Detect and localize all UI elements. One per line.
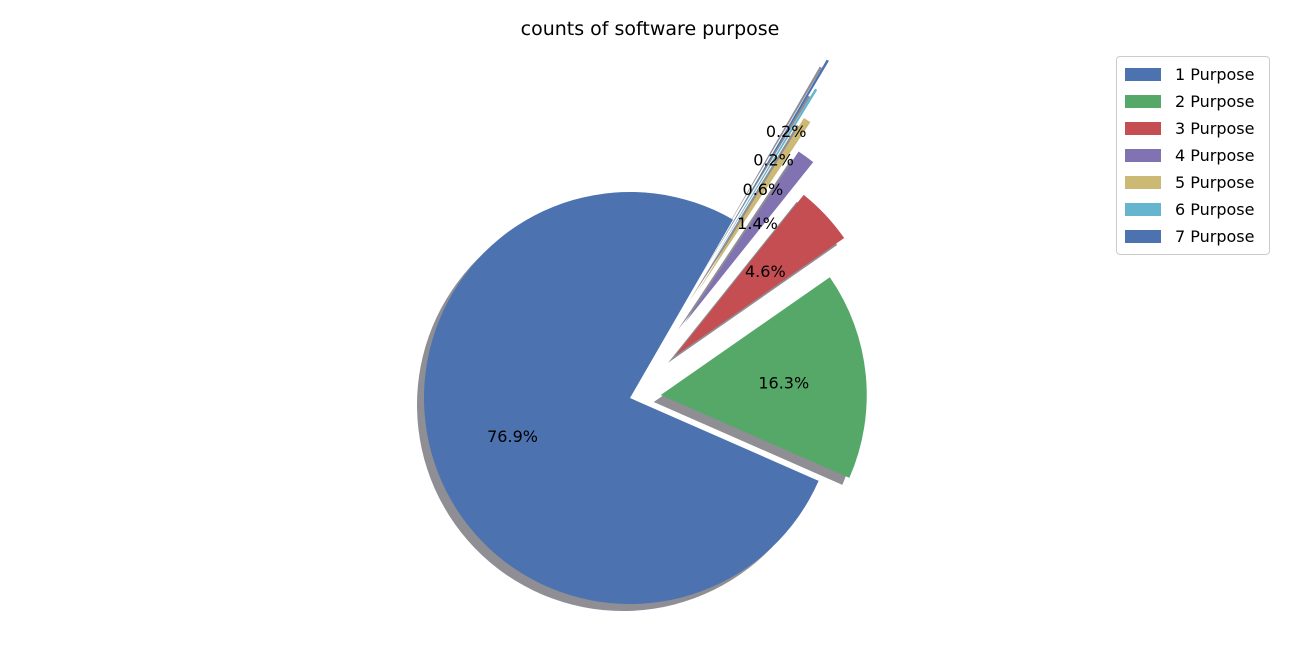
pie-label-layer: 76.9% 16.3% 4.6% 1.4% 0.6% 0.2% 0.2% bbox=[487, 122, 809, 446]
slice-shadow-6 bbox=[702, 95, 811, 273]
legend-label: 1 Purpose bbox=[1175, 65, 1255, 84]
legend-item-4: 4 Purpose bbox=[1117, 142, 1269, 169]
chart-title: counts of software purpose bbox=[520, 18, 780, 40]
legend-item-3: 3 Purpose bbox=[1117, 115, 1269, 142]
pie-slice-5 bbox=[696, 118, 811, 294]
legend: 1 Purpose 2 Purpose 3 Purpose 4 Purpose 5 Pu… bbox=[1116, 56, 1270, 255]
legend-swatch bbox=[1125, 176, 1161, 189]
legend-label: 5 Purpose bbox=[1175, 173, 1255, 192]
legend-swatch bbox=[1125, 230, 1161, 243]
pie-slice-1 bbox=[423, 192, 819, 605]
pie-slice-6 bbox=[709, 88, 818, 266]
legend-swatch bbox=[1125, 122, 1161, 135]
legend-label: 6 Purpose bbox=[1175, 200, 1255, 219]
pie-slice-7 bbox=[723, 59, 829, 239]
legend-item-2: 2 Purpose bbox=[1117, 88, 1269, 115]
legend-item-1: 1 Purpose bbox=[1117, 61, 1269, 88]
slice-label-2: 16.3% bbox=[758, 374, 809, 393]
slice-label-7: 0.2% bbox=[766, 122, 807, 141]
legend-item-5: 5 Purpose bbox=[1117, 169, 1269, 196]
slice-label-5: 0.6% bbox=[743, 180, 784, 199]
slice-shadow-7 bbox=[716, 66, 822, 246]
slice-label-6: 0.2% bbox=[753, 150, 794, 169]
slice-label-4: 1.4% bbox=[737, 214, 778, 233]
pie-slice-2 bbox=[660, 277, 867, 478]
legend-item-7: 7 Purpose bbox=[1117, 223, 1269, 250]
slice-label-3: 4.6% bbox=[745, 262, 786, 281]
legend-swatch bbox=[1125, 149, 1161, 162]
legend-swatch bbox=[1125, 95, 1161, 108]
legend-label: 4 Purpose bbox=[1175, 146, 1255, 165]
legend-label: 3 Purpose bbox=[1175, 119, 1255, 138]
legend-swatch bbox=[1125, 203, 1161, 216]
pie-slice-3 bbox=[675, 194, 845, 356]
legend-item-6: 6 Purpose bbox=[1117, 196, 1269, 223]
legend-swatch bbox=[1125, 68, 1161, 81]
pie-slice-4 bbox=[684, 151, 814, 324]
slice-label-1: 76.9% bbox=[487, 427, 538, 446]
legend-label: 7 Purpose bbox=[1175, 227, 1255, 246]
pie-slice-layer bbox=[423, 59, 867, 605]
legend-label: 2 Purpose bbox=[1175, 92, 1255, 111]
